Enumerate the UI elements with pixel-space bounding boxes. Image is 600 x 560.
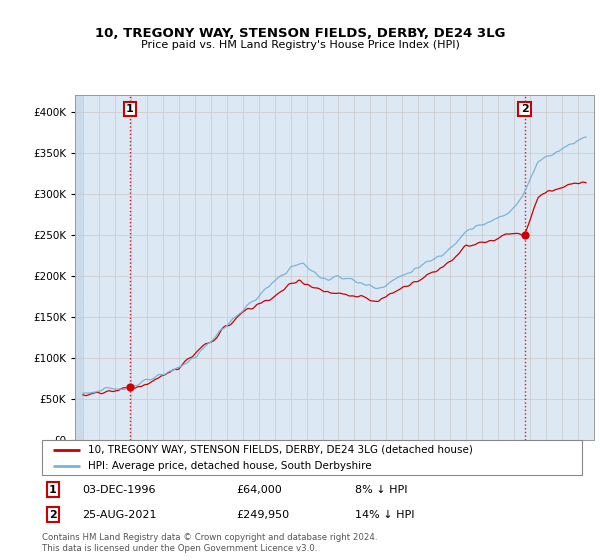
Text: 10, TREGONY WAY, STENSON FIELDS, DERBY, DE24 3LG: 10, TREGONY WAY, STENSON FIELDS, DERBY, … <box>95 27 505 40</box>
Point <box>520 230 529 239</box>
Text: Price paid vs. HM Land Registry's House Price Index (HPI): Price paid vs. HM Land Registry's House … <box>140 40 460 50</box>
Point <box>125 382 134 391</box>
Text: 03-DEC-1996: 03-DEC-1996 <box>83 484 156 494</box>
Bar <box>75 95 83 440</box>
Text: £249,950: £249,950 <box>236 510 290 520</box>
Text: £64,000: £64,000 <box>236 484 282 494</box>
FancyBboxPatch shape <box>42 440 582 475</box>
Text: 1: 1 <box>49 484 57 494</box>
Text: 10, TREGONY WAY, STENSON FIELDS, DERBY, DE24 3LG (detached house): 10, TREGONY WAY, STENSON FIELDS, DERBY, … <box>88 445 473 455</box>
Text: 14% ↓ HPI: 14% ↓ HPI <box>355 510 415 520</box>
Text: 25-AUG-2021: 25-AUG-2021 <box>83 510 157 520</box>
Text: 2: 2 <box>49 510 57 520</box>
Text: 2: 2 <box>521 104 529 114</box>
Text: 8% ↓ HPI: 8% ↓ HPI <box>355 484 408 494</box>
Text: Contains HM Land Registry data © Crown copyright and database right 2024.
This d: Contains HM Land Registry data © Crown c… <box>42 533 377 553</box>
Text: HPI: Average price, detached house, South Derbyshire: HPI: Average price, detached house, Sout… <box>88 460 371 470</box>
Text: 1: 1 <box>126 104 133 114</box>
